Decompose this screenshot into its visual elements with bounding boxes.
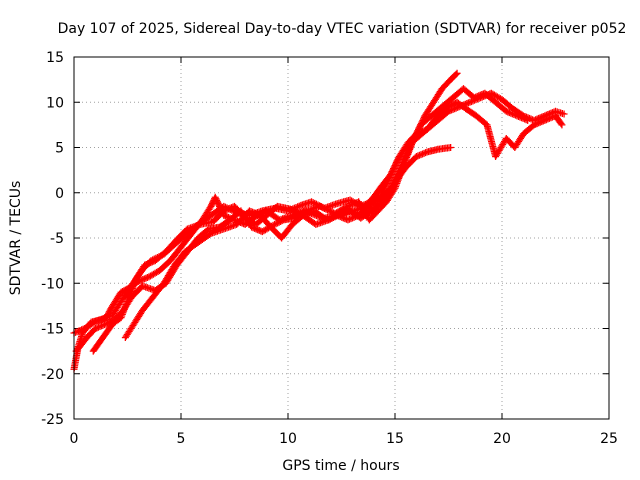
plus-marker — [295, 202, 303, 210]
plus-marker — [277, 217, 285, 225]
plus-marker — [389, 166, 397, 174]
data-markers — [70, 69, 568, 373]
plus-marker — [386, 172, 394, 180]
y-tick-label: -25 — [41, 412, 64, 428]
x-tick-label: 20 — [493, 431, 511, 447]
plus-marker — [558, 121, 566, 129]
plus-marker — [213, 198, 221, 206]
plus-marker — [378, 189, 386, 197]
plus-marker — [383, 178, 391, 186]
plus-marker — [288, 206, 296, 214]
plus-marker — [325, 207, 333, 215]
plus-marker — [382, 181, 390, 189]
plus-marker — [291, 207, 299, 215]
plus-marker — [319, 204, 327, 212]
y-tick-label: -20 — [41, 367, 64, 383]
plus-marker — [392, 160, 400, 168]
plus-marker — [293, 208, 301, 216]
x-tick-label: 15 — [386, 431, 404, 447]
y-tick-label: 15 — [46, 50, 64, 66]
plus-marker — [381, 183, 389, 191]
plus-marker — [289, 207, 297, 215]
series-trace-5 — [121, 98, 566, 342]
plus-marker — [560, 110, 568, 118]
plus-marker — [390, 165, 398, 173]
plus-marker — [377, 190, 385, 198]
plus-marker — [211, 193, 219, 201]
plus-marker — [392, 159, 400, 167]
plus-marker — [447, 144, 455, 151]
y-tick-label: -10 — [41, 276, 64, 292]
plus-marker — [278, 217, 286, 225]
plus-marker — [316, 202, 324, 210]
plus-marker — [382, 180, 390, 188]
plus-marker — [379, 187, 387, 195]
plus-marker — [453, 69, 461, 77]
y-tick-label: 10 — [46, 95, 64, 111]
plus-marker — [213, 196, 221, 204]
plus-marker — [207, 202, 215, 210]
x-tick-label: 25 — [600, 431, 618, 447]
plus-marker — [214, 199, 222, 207]
plus-marker — [272, 220, 280, 228]
plus-marker — [318, 203, 326, 211]
plus-marker — [380, 186, 388, 194]
plus-marker — [271, 221, 279, 229]
plus-marker — [387, 169, 395, 177]
plus-marker — [321, 204, 329, 212]
plus-marker — [380, 184, 388, 192]
x-tick-label: 0 — [70, 431, 79, 447]
plus-marker — [275, 218, 283, 226]
plot-frame — [73, 56, 610, 420]
plus-marker — [208, 201, 216, 209]
y-tick-label: 0 — [55, 186, 64, 202]
plus-marker — [385, 175, 393, 183]
plus-marker — [385, 174, 393, 182]
plus-marker — [376, 193, 384, 201]
plus-marker — [274, 219, 282, 227]
chart-title: Day 107 of 2025, Sidereal Day-to-day VTE… — [58, 21, 627, 37]
y-tick-label: 5 — [55, 141, 64, 157]
plus-marker — [212, 195, 220, 203]
plus-marker — [384, 177, 392, 185]
plus-marker — [324, 206, 332, 214]
plus-marker — [215, 201, 223, 209]
plus-marker — [294, 209, 302, 217]
y-axis-label: SDTVAR / TECUs — [8, 181, 24, 296]
plus-marker — [388, 168, 396, 176]
plus-marker — [294, 203, 302, 211]
plus-marker — [557, 120, 565, 128]
plus-marker — [206, 230, 214, 238]
x-tick-label: 10 — [279, 431, 297, 447]
plus-marker — [286, 205, 294, 213]
plus-marker — [308, 198, 316, 206]
plus-marker — [391, 162, 399, 170]
plus-marker — [216, 204, 224, 212]
plus-marker — [390, 163, 398, 171]
plus-marker — [206, 204, 214, 212]
plus-marker — [387, 171, 395, 179]
plus-marker — [322, 205, 330, 213]
x-tick-label: 5 — [177, 431, 186, 447]
plus-marker — [452, 70, 460, 78]
y-tick-label: -5 — [50, 231, 64, 247]
plus-marker — [216, 202, 224, 210]
plus-marker — [377, 192, 385, 200]
y-tick-label: -15 — [41, 322, 64, 338]
x-axis-label: GPS time / hours — [282, 458, 399, 474]
